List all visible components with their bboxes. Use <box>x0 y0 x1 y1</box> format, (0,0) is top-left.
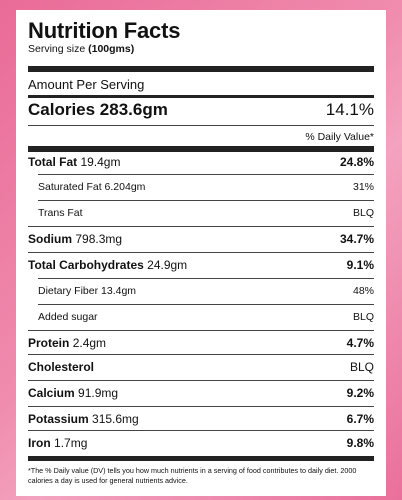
nutrient-percent: 6.7% <box>346 412 374 426</box>
nutrient-label: Protein 2.4gm <box>28 336 106 350</box>
nutrient-label: Dietary Fiber 13.4gm <box>38 285 136 297</box>
nutrient-row-total-carbohydrates: Total Carbohydrates 24.9gm 9.1% <box>28 254 374 276</box>
nutrient-amount: 19.4gm <box>80 155 121 169</box>
row-divider <box>28 252 374 253</box>
calories-percent: 14.1% <box>325 100 374 119</box>
nutrient-label: Trans Fat <box>38 207 83 219</box>
nutrient-percent: 4.7% <box>346 336 374 350</box>
nutrient-row-calcium: Calcium 91.9mg 9.2% <box>28 382 374 404</box>
row-divider <box>38 278 374 279</box>
nutrient-amount: 315.6mg <box>92 412 139 426</box>
row-divider <box>38 200 374 201</box>
nutrient-percent: 9.2% <box>346 386 374 400</box>
nutrient-name: Sodium <box>28 232 72 246</box>
nutrient-name: Potassium <box>28 412 89 426</box>
nutrient-amount: 91.9mg <box>78 386 119 400</box>
serving-size: Serving size (100gms) <box>28 43 134 55</box>
row-divider <box>28 354 374 355</box>
row-divider <box>38 174 374 175</box>
nutrient-name: Total Fat <box>28 155 78 169</box>
nutrient-amount: 24.9gm <box>147 258 188 272</box>
nutrient-name: Total Carbohydrates <box>28 258 144 272</box>
nutrient-row-sodium: Sodium 798.3mg 34.7% <box>28 228 374 250</box>
serving-size-label: Serving size <box>28 43 86 55</box>
calories-row: Calories 283.6gm 14.1% <box>28 99 374 121</box>
nutrient-name: Added sugar <box>38 311 98 323</box>
nutrient-percent: BLQ <box>352 311 374 323</box>
nutrient-amount: 13.4gm <box>101 285 137 297</box>
nutrient-amount: 6.204gm <box>104 181 146 193</box>
nutrient-row-protein: Protein 2.4gm 4.7% <box>28 332 374 354</box>
divider-thick <box>28 146 374 152</box>
nutrient-label: Saturated Fat 6.204gm <box>38 181 145 193</box>
nutrient-row-dietary-fiber: Dietary Fiber 13.4gm 48% <box>28 280 374 302</box>
nutrient-amount: 798.3mg <box>75 232 123 246</box>
nutrient-label: Added sugar <box>38 311 98 323</box>
serving-size-value: (100gms) <box>88 43 135 55</box>
nutrient-row-iron: Iron 1.7mg 9.8% <box>28 432 374 454</box>
divider-thick <box>28 456 374 461</box>
nutrient-name: Trans Fat <box>38 207 83 219</box>
nutrient-percent: BLQ <box>349 360 374 374</box>
nutrient-name: Cholesterol <box>28 360 95 374</box>
nutrient-label: Cholesterol <box>28 360 94 374</box>
nutrient-amount: 2.4gm <box>72 336 107 350</box>
nutrient-name: Dietary Fiber <box>38 285 99 297</box>
nutrient-label: Potassium 315.6mg <box>28 412 139 426</box>
nutrient-label: Sodium 798.3mg <box>28 232 122 246</box>
nutrient-name: Calcium <box>28 386 75 400</box>
row-divider <box>28 330 374 331</box>
nutrient-label: Total Carbohydrates 24.9gm <box>28 258 187 272</box>
divider-medium <box>28 95 374 98</box>
amount-per-serving-text: Amount Per Serving <box>28 76 145 92</box>
nutrient-label: Total Fat 19.4gm <box>28 155 120 169</box>
nutrient-row-saturated-fat: Saturated Fat 6.204gm 31% <box>28 176 374 198</box>
row-divider <box>28 406 374 407</box>
nutrient-percent: 9.1% <box>346 258 374 272</box>
daily-value-header-text: % Daily Value* <box>305 131 374 143</box>
nutrition-label: Nutrition Facts Serving size (100gms) Am… <box>16 10 386 496</box>
nutrient-percent: 9.8% <box>346 436 374 450</box>
nutrient-percent: 31% <box>352 181 374 193</box>
row-divider <box>28 380 374 381</box>
nutrient-label: Iron 1.7mg <box>28 436 87 450</box>
nutrient-name: Iron <box>28 436 51 450</box>
nutrient-row-added-sugar: Added sugar BLQ <box>28 306 374 328</box>
amount-per-serving: Amount Per Serving <box>28 76 374 92</box>
nutrient-percent: BLQ <box>352 207 374 219</box>
nutrient-name: Saturated Fat <box>38 181 102 193</box>
footnote: *The % Daily value (DV) tells you how mu… <box>28 466 357 485</box>
daily-value-header: % Daily Value* <box>28 128 374 146</box>
row-divider <box>38 304 374 305</box>
nutrient-percent: 24.8% <box>339 155 374 169</box>
nutrient-name: Protein <box>28 336 70 350</box>
nutrient-row-cholesterol: Cholesterol BLQ <box>28 356 374 378</box>
nutrient-amount: 1.7mg <box>54 436 88 450</box>
divider-thin <box>28 125 374 126</box>
divider-thick <box>28 66 374 72</box>
nutrient-percent: 48% <box>352 285 374 297</box>
nutrient-row-total-fat: Total Fat 19.4gm 24.8% <box>28 152 374 172</box>
calories-label: Calories 283.6gm <box>28 100 168 119</box>
nutrient-label: Calcium 91.9mg <box>28 386 118 400</box>
row-divider <box>28 226 374 227</box>
row-divider <box>28 430 374 431</box>
nutrient-row-trans-fat: Trans Fat BLQ <box>28 202 374 224</box>
nutrient-percent: 34.7% <box>339 232 374 246</box>
nutrient-row-potassium: Potassium 315.6mg 6.7% <box>28 408 374 430</box>
label-title: Nutrition Facts <box>28 18 181 43</box>
